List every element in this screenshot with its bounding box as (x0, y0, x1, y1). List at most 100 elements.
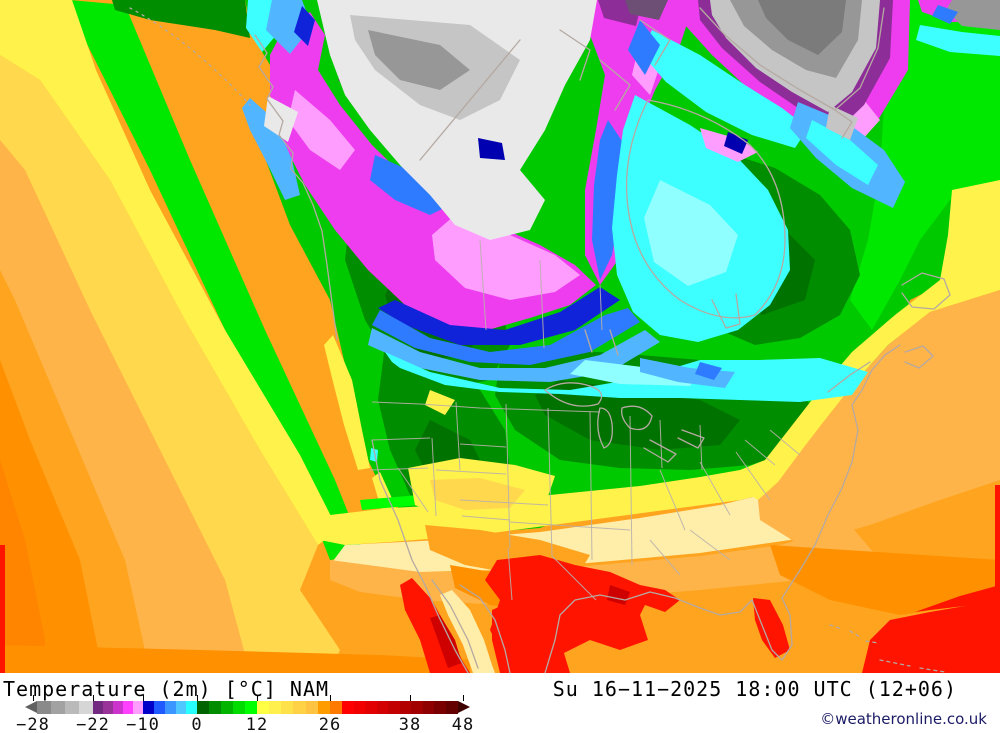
colorbar-tick-label: 48 (451, 715, 475, 733)
left-edge-red-strip (0, 545, 5, 673)
colorbar-segment (354, 701, 365, 714)
dark-green-top-band (112, 0, 250, 38)
corner-cyan-strip (916, 25, 1000, 56)
atlantic-coastal-yellow (742, 180, 1000, 500)
temperature-map-canvas (0, 0, 1000, 673)
colorbar-segment (269, 701, 281, 714)
colorbar-segment (365, 701, 377, 714)
colorbar-segment (293, 701, 306, 714)
colorbar-segment (197, 701, 209, 714)
province-borders (479, 239, 603, 349)
colorbar-segment (245, 701, 257, 714)
hudson-light-cyan (644, 180, 738, 286)
prairie-pink (432, 215, 580, 300)
legend-footer: Temperature (2m) [°C] NAM Su 16−11−2025 … (0, 673, 1000, 733)
baja-dark-red (430, 615, 462, 668)
colorbar-segment (281, 701, 293, 714)
colorbar-tick-label: 12 (245, 715, 269, 733)
rockies-yellow-patch (425, 390, 455, 415)
alaska-blue-lake-spot (478, 138, 505, 160)
colorbar-tick (410, 695, 411, 701)
colorbar-segments (37, 701, 458, 714)
colorbar-segment (165, 701, 176, 714)
greenland-coastline (699, 7, 885, 139)
state-borders-horizontal (369, 437, 631, 531)
green-bright-band (60, 0, 365, 560)
pacific-gold-band (0, 55, 340, 673)
bottom-orange-band (0, 645, 470, 673)
colorbar-left-arrow (25, 701, 37, 713)
hudson-navy-dot (724, 132, 748, 154)
colorbar-segment (209, 701, 221, 714)
colorbar-segment (113, 701, 123, 714)
colorbar-segment (79, 701, 93, 714)
map-title: Temperature (2m) [°C] NAM (3, 677, 330, 701)
hudson-bay-coastline (625, 99, 786, 329)
california-coastline (371, 439, 426, 586)
aleutian-islands-coastline (129, 7, 251, 106)
baffin-blue-fringe (628, 20, 660, 75)
colorbar-tick (330, 695, 331, 701)
cyan-band-blue-dot (695, 362, 722, 380)
colorbar-segment (154, 701, 165, 714)
colorbar-segment (176, 701, 186, 714)
colorbar-tick (93, 695, 94, 701)
us-canada-border (371, 401, 601, 413)
colorbar-segment (423, 701, 434, 714)
greenland-south-lobe (826, 105, 858, 140)
florida-red (753, 598, 790, 658)
colorbar-tick-label: −28 (16, 715, 50, 733)
colorbar-segment (143, 701, 154, 714)
colorbar-segment (51, 701, 65, 714)
colorbar-segment (318, 701, 330, 714)
colorbar-tick-label: 26 (318, 715, 342, 733)
pnw-coastal-yellow (324, 335, 370, 470)
cyan-band-blue-patch (640, 358, 735, 388)
colorbar-tick-label: −10 (126, 715, 160, 733)
colorbar-tick (33, 695, 34, 701)
colorbar-tick (197, 695, 198, 701)
gulf-eastcoast-coastline (544, 344, 901, 673)
south-canada-cyan-band (385, 352, 868, 402)
atlantic-light-orange (758, 290, 1000, 545)
southeast-borders (649, 429, 801, 576)
pacific-yellow-band (0, 0, 338, 545)
midwest-yellow-band (320, 440, 815, 545)
baffin-bay-cyan (640, 30, 808, 148)
colorbar-segment (411, 701, 423, 714)
colorbar-tick (257, 695, 258, 701)
map-datetime: Su 16−11−2025 18:00 UTC (12+06) (552, 677, 957, 701)
pacific-corner-orange (0, 460, 45, 673)
baja-coastline (424, 579, 511, 673)
temperature-map (0, 0, 1000, 673)
caribbean-red (862, 600, 1000, 673)
corner-blue-dot (932, 5, 958, 24)
right-edge-red-strip (995, 485, 1000, 600)
colorbar-segment (93, 701, 103, 714)
colorbar-segment (103, 701, 113, 714)
colorbar-segment (306, 701, 318, 714)
colorbar-right-arrow (458, 701, 470, 713)
colorbar-segment (65, 701, 79, 714)
blue-fringe-south (372, 308, 640, 365)
colorbar-segment (377, 701, 388, 714)
greenland-gray-core (758, 0, 846, 55)
colorbar-segment (400, 701, 411, 714)
pink-patch-1 (288, 90, 355, 170)
manitoba-lakes (584, 329, 619, 356)
colorbar-segment (342, 701, 354, 714)
slate-purple-patch-2 (625, 0, 668, 20)
great-lakes-outlines (544, 382, 705, 463)
dark-blue-fringe-south (378, 287, 620, 345)
corner-gray-blob (946, 0, 1000, 30)
colorbar-segment (221, 701, 233, 714)
colorbar-segment (388, 701, 400, 714)
maritimes-coastline (827, 272, 951, 393)
texas-borders (507, 547, 597, 601)
colorbar-tick-label: 0 (191, 715, 203, 733)
colorbar-tick-label: −22 (76, 715, 110, 733)
colorbar-segment (330, 701, 342, 714)
colorbar-segment (133, 701, 143, 714)
davis-strait-cyan (806, 120, 878, 185)
